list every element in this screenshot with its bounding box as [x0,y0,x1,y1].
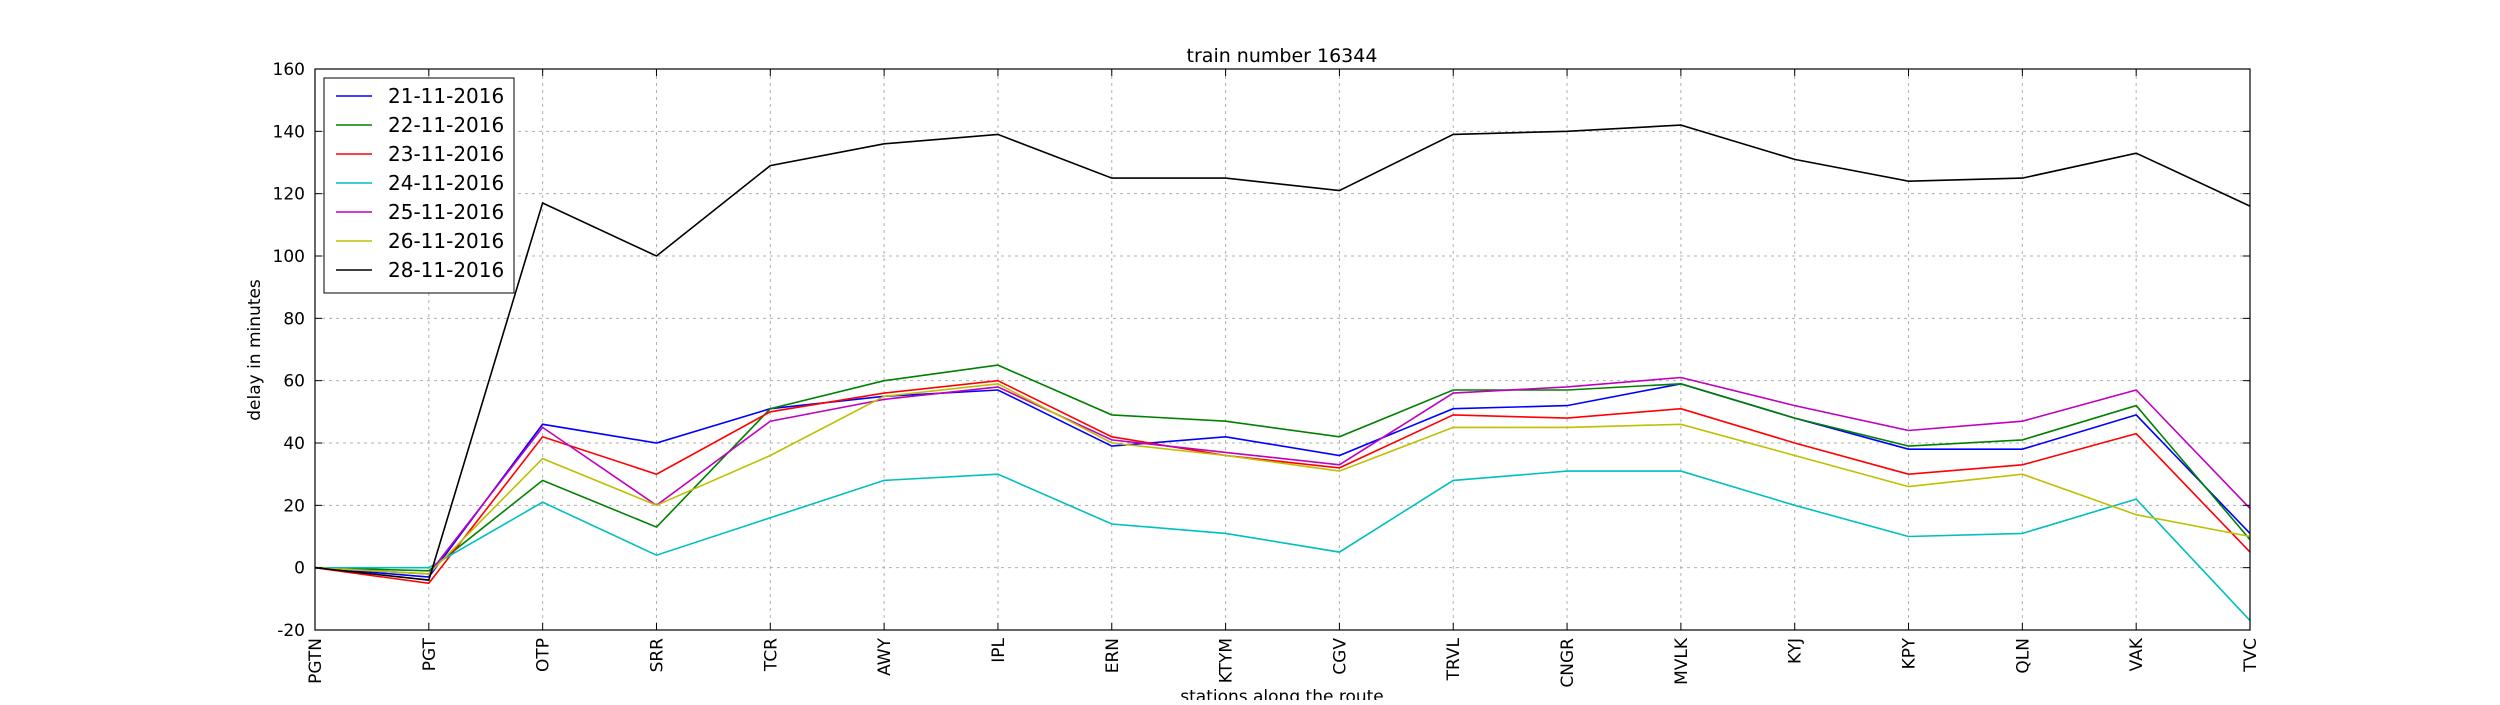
series-line-22-11-2016 [314,364,2251,572]
legend-entry: 23-11-2016 [388,142,504,166]
x-tick-label: ERN [1103,638,1123,673]
axis-ticks: -20 0 20 40 60 80 100 120 140 160 PGTN PGT OTP SRR TCR… [273,60,2261,688]
x-tick-label: IPL [989,637,1009,662]
legend-box [323,77,515,294]
x-tick-label: KYJ [1786,638,1806,664]
x-tick-label: MVLK [1672,637,1692,685]
y-tick-label: 20 [283,496,305,516]
series-line-21-11-2016 [314,382,2251,578]
y-tick-label: -20 [277,621,305,641]
y-tick-label: 60 [283,372,305,392]
series-lines [314,124,2251,622]
x-tick-label: PGTN [306,638,326,684]
y-tick-label: 160 [273,60,305,80]
x-tick-label: KPY [1900,637,1920,669]
x-tick-label: AWY [875,637,895,676]
x-tick-label: VAK [2127,637,2147,671]
x-tick-label: SRR [647,638,667,673]
x-axis-label: stations along the route [1180,687,1384,700]
legend-entry: 28-11-2016 [388,258,504,282]
y-axis-label: delay in minutes [245,279,265,421]
x-tick-label: QLN [2013,638,2033,674]
plot-area-frame [314,68,2251,631]
y-tick-label: 120 [273,185,305,205]
series-line-24-11-2016 [315,470,2251,622]
series-line-26-11-2016 [314,382,2251,575]
legend-entry: 25-11-2016 [388,200,504,224]
x-tick-label: TVC [2241,638,2261,673]
x-tick-label: KTYM [1217,638,1237,683]
legend-entry: 21-11-2016 [388,84,504,108]
grid [315,69,2250,630]
y-tick-label: 100 [273,247,305,267]
legend: 21-11-2016 22-11-2016 23-11-2016 24-11-2016… [323,77,515,294]
legend-entry: 26-11-2016 [388,229,504,253]
y-tick-label: 140 [273,122,305,142]
x-tick-label: TCR [761,638,781,672]
y-tick-label: 80 [283,309,305,329]
x-tick-label: CGV [1330,638,1350,675]
series-line-28-11-2016 [314,124,2251,581]
legend-entry: 22-11-2016 [388,113,504,137]
legend-entry: 24-11-2016 [388,171,504,195]
y-tick-label: 0 [294,559,305,579]
x-tick-label: CNGR [1558,638,1578,688]
x-tick-label: OTP [534,638,554,672]
x-tick-label: PGT [420,637,440,671]
chart-title: train number 16344 [1187,45,1378,67]
series-line-25-11-2016 [314,376,2251,575]
x-tick-label: TRVL [1444,637,1464,681]
y-tick-label: 40 [283,434,305,454]
series-line-23-11-2016 [314,379,2251,585]
